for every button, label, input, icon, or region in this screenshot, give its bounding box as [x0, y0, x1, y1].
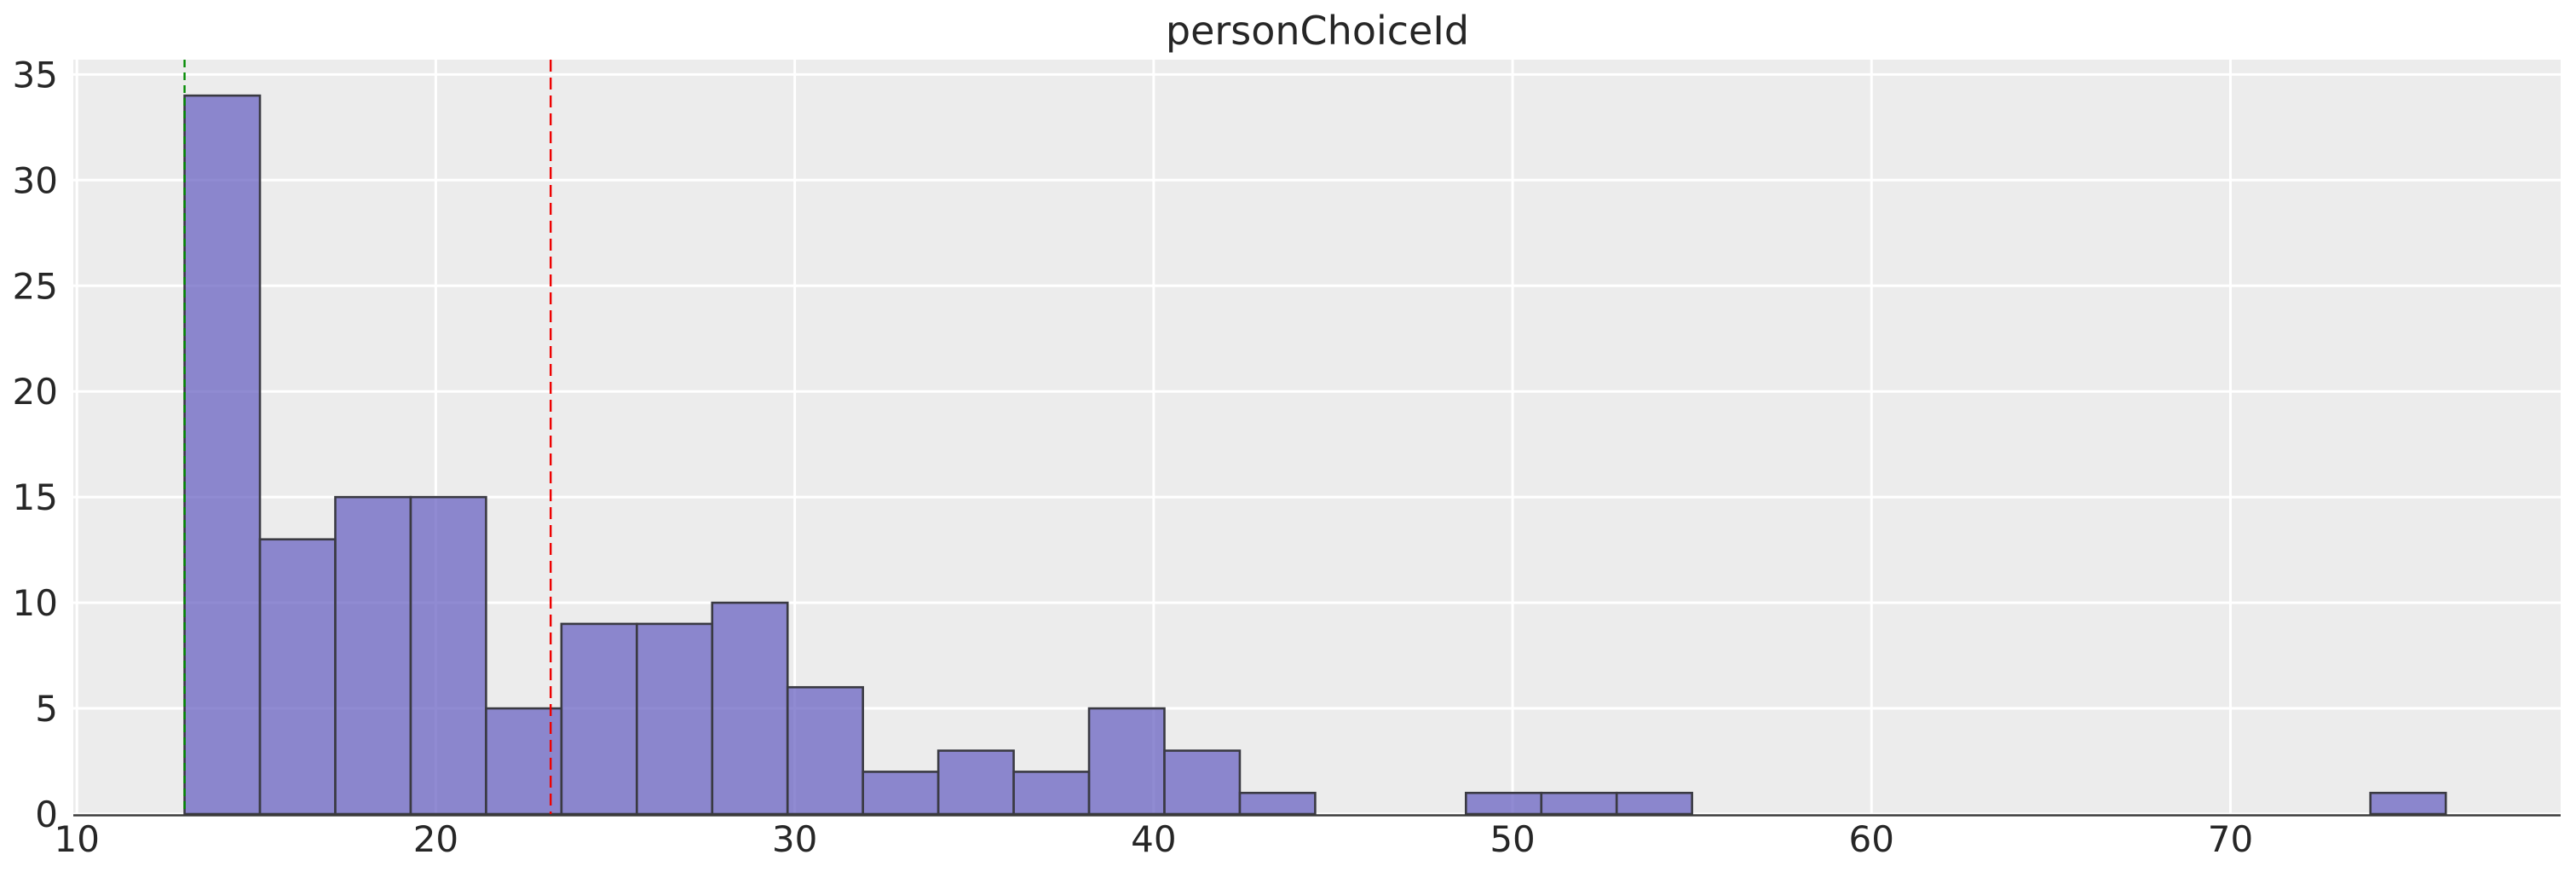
histogram-bar	[1087, 707, 1166, 816]
histogram-bar	[560, 622, 638, 816]
y-tick-label: 5	[35, 688, 58, 730]
reference-lines	[183, 60, 552, 814]
histogram-bar	[1465, 791, 1543, 816]
histogram-bar	[636, 622, 714, 816]
x-tick-label: 70	[2208, 818, 2253, 860]
histogram-bar	[1012, 771, 1091, 816]
histogram-bar	[183, 94, 262, 816]
chart-title: personChoiceId	[1166, 8, 1469, 54]
y-tick-label: 15	[13, 476, 58, 518]
histogram-bar	[334, 495, 412, 816]
histogram-bar	[1163, 749, 1242, 816]
x-tick-label: 20	[413, 818, 458, 860]
histogram-bar	[409, 495, 487, 816]
histogram-bar	[711, 601, 789, 816]
x-tick-label: 30	[772, 818, 817, 860]
y-tick-labels: 0 5 10 15 20 25 30 35	[13, 54, 58, 835]
y-tick-label: 20	[13, 371, 58, 413]
histogram-bar	[786, 685, 864, 816]
histogram-bar	[862, 771, 940, 816]
histogram-bar	[1238, 791, 1317, 816]
x-tick-label: 60	[1849, 818, 1894, 860]
y-tick-label: 25	[13, 265, 58, 307]
histogram-bar	[1540, 791, 1618, 816]
histogram-bar	[2369, 791, 2447, 816]
y-tick-label: 35	[13, 54, 58, 95]
plot-area	[73, 60, 2561, 814]
y-tick-label: 10	[13, 582, 58, 624]
x-tick-label: 40	[1131, 818, 1176, 860]
histogram-bar	[1615, 791, 1693, 816]
x-tick-labels: 10 20 30 40 50 60 70	[54, 818, 2253, 860]
y-tick-label: 0	[35, 794, 58, 835]
histogram-bars	[183, 94, 2447, 816]
x-tick-label: 50	[1490, 818, 1535, 860]
x-tick-label: 10	[54, 818, 99, 860]
y-tick-label: 30	[13, 159, 58, 201]
plot-background	[73, 60, 2561, 814]
histogram-bar	[258, 538, 337, 816]
histogram-bar	[936, 749, 1015, 816]
